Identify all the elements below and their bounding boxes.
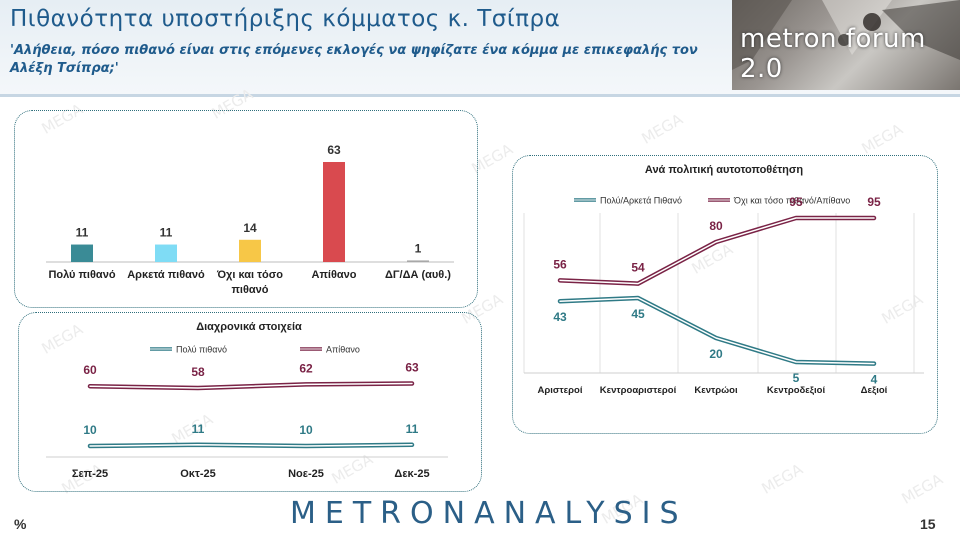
ideology-data-label: 80 [709, 219, 723, 233]
ideology-chart-title: Ανά πολιτική αυτοτοποθέτηση [645, 164, 803, 176]
metron-forum-logo: metron forum 2.0 [732, 0, 960, 90]
bar-value-label: 11 [160, 226, 173, 240]
bar-4 [323, 162, 345, 262]
ideology-x-tick: Κεντροαριστεροί [600, 385, 677, 396]
bar-value-label: 1 [415, 241, 422, 255]
bar-3 [239, 239, 261, 262]
trend-data-label: 11 [406, 422, 419, 436]
bar-category-label: Πολύ πιθανό [48, 269, 115, 281]
unit-label: % [14, 516, 27, 532]
ideology-data-label: 95 [789, 195, 803, 209]
ideology-series-2-inner [559, 217, 875, 285]
trend-data-label: 10 [299, 423, 313, 437]
trend-chart-title: Διαχρονικά στοιχεία [196, 321, 302, 333]
trend-x-tick: Νοε-25 [288, 468, 324, 480]
watermark-text: MEGA [758, 460, 806, 498]
trend-series-1-inner [89, 444, 413, 447]
trend-data-label: 58 [191, 365, 205, 379]
trend-data-label: 62 [299, 361, 313, 375]
trend-data-label: 11 [192, 422, 205, 436]
watermark-text: MEGA [638, 110, 686, 148]
ideology-data-label: 95 [867, 195, 881, 209]
trend-x-tick: Δεκ-25 [394, 468, 429, 480]
bar-2 [155, 244, 177, 262]
ideology-line-chart: Ανά πολιτική αυτοτοποθέτηση Πολύ/Αρκετά … [523, 164, 924, 396]
trend-data-label: 60 [83, 363, 97, 377]
brand-wordmark: METRONANALYSIS [290, 496, 688, 531]
trend-chart-panel [18, 312, 482, 492]
legend-item-2-label: Απίθανο [326, 345, 360, 355]
legend-item-1-label: Πολύ/Αρκετά Πιθανό [600, 196, 682, 206]
support-bar-chart: 11 Πολύ πιθανό 11 Αρκετά πιθανό 14 Όχι και τό… [46, 143, 454, 296]
bar-category-label: πιθανό [231, 284, 268, 296]
ideology-x-tick: Δεξιοί [861, 385, 888, 396]
trend-line-chart: Διαχρονικά στοιχεία Πολύ πιθανό Απίθανο 1… [46, 321, 448, 480]
forum-label: metron forum 2.0 [740, 24, 926, 84]
ideology-data-label: 4 [871, 373, 878, 387]
trend-series-2-inner [89, 382, 413, 389]
ideology-x-tick: Κεντρώοι [694, 385, 738, 396]
header-rule [0, 94, 960, 97]
legend-item-1-label: Πολύ πιθανό [176, 345, 227, 355]
watermark-text: MEGA [898, 470, 946, 508]
ideology-data-label: 56 [553, 257, 567, 271]
legend-item-2-label: Όχι και τόσο πιθανό/Απίθανο [733, 196, 850, 206]
ideology-data-label: 20 [709, 347, 723, 361]
bar-value-label: 14 [243, 221, 257, 235]
trend-data-label: 10 [83, 423, 97, 437]
bar-category-label: Όχι και τόσο [216, 269, 283, 281]
bar-category-label: ΔΓ/ΔΑ (αυθ.) [385, 269, 451, 281]
trend-data-label: 63 [405, 361, 419, 375]
bar-chart-panel [14, 110, 478, 308]
bar-value-label: 11 [76, 226, 89, 240]
trend-x-tick: Σεπ-25 [72, 468, 108, 480]
ideology-data-label: 54 [631, 261, 645, 275]
page-title: Πιθανότητα υποστήριξης κόμματος κ. Τσίπρ… [10, 6, 561, 32]
watermark-text: MEGA [858, 120, 906, 158]
bar-value-label: 63 [327, 143, 341, 157]
forum-photo-graphic [732, 0, 960, 70]
bar-category-label: Αρκετά πιθανό [127, 269, 205, 281]
ideology-x-tick: Κεντροδεξιοί [767, 385, 826, 396]
ideology-x-tick: Αριστεροί [538, 385, 583, 396]
ideology-data-label: 45 [631, 307, 645, 321]
ideology-chart-panel [512, 155, 938, 434]
page-subtitle: 'Αλήθεια, πόσο πιθανό είναι στις επόμενε… [10, 43, 698, 76]
bar-5 [407, 260, 429, 262]
page-number: 15 [920, 516, 936, 532]
bar-category-label: Απίθανο [312, 269, 357, 281]
trend-x-tick: Οκτ-25 [180, 468, 216, 480]
ideology-series-1-inner [559, 297, 875, 365]
ideology-data-label: 43 [553, 310, 567, 324]
bar-1 [71, 244, 93, 262]
ideology-data-label: 5 [793, 371, 800, 385]
